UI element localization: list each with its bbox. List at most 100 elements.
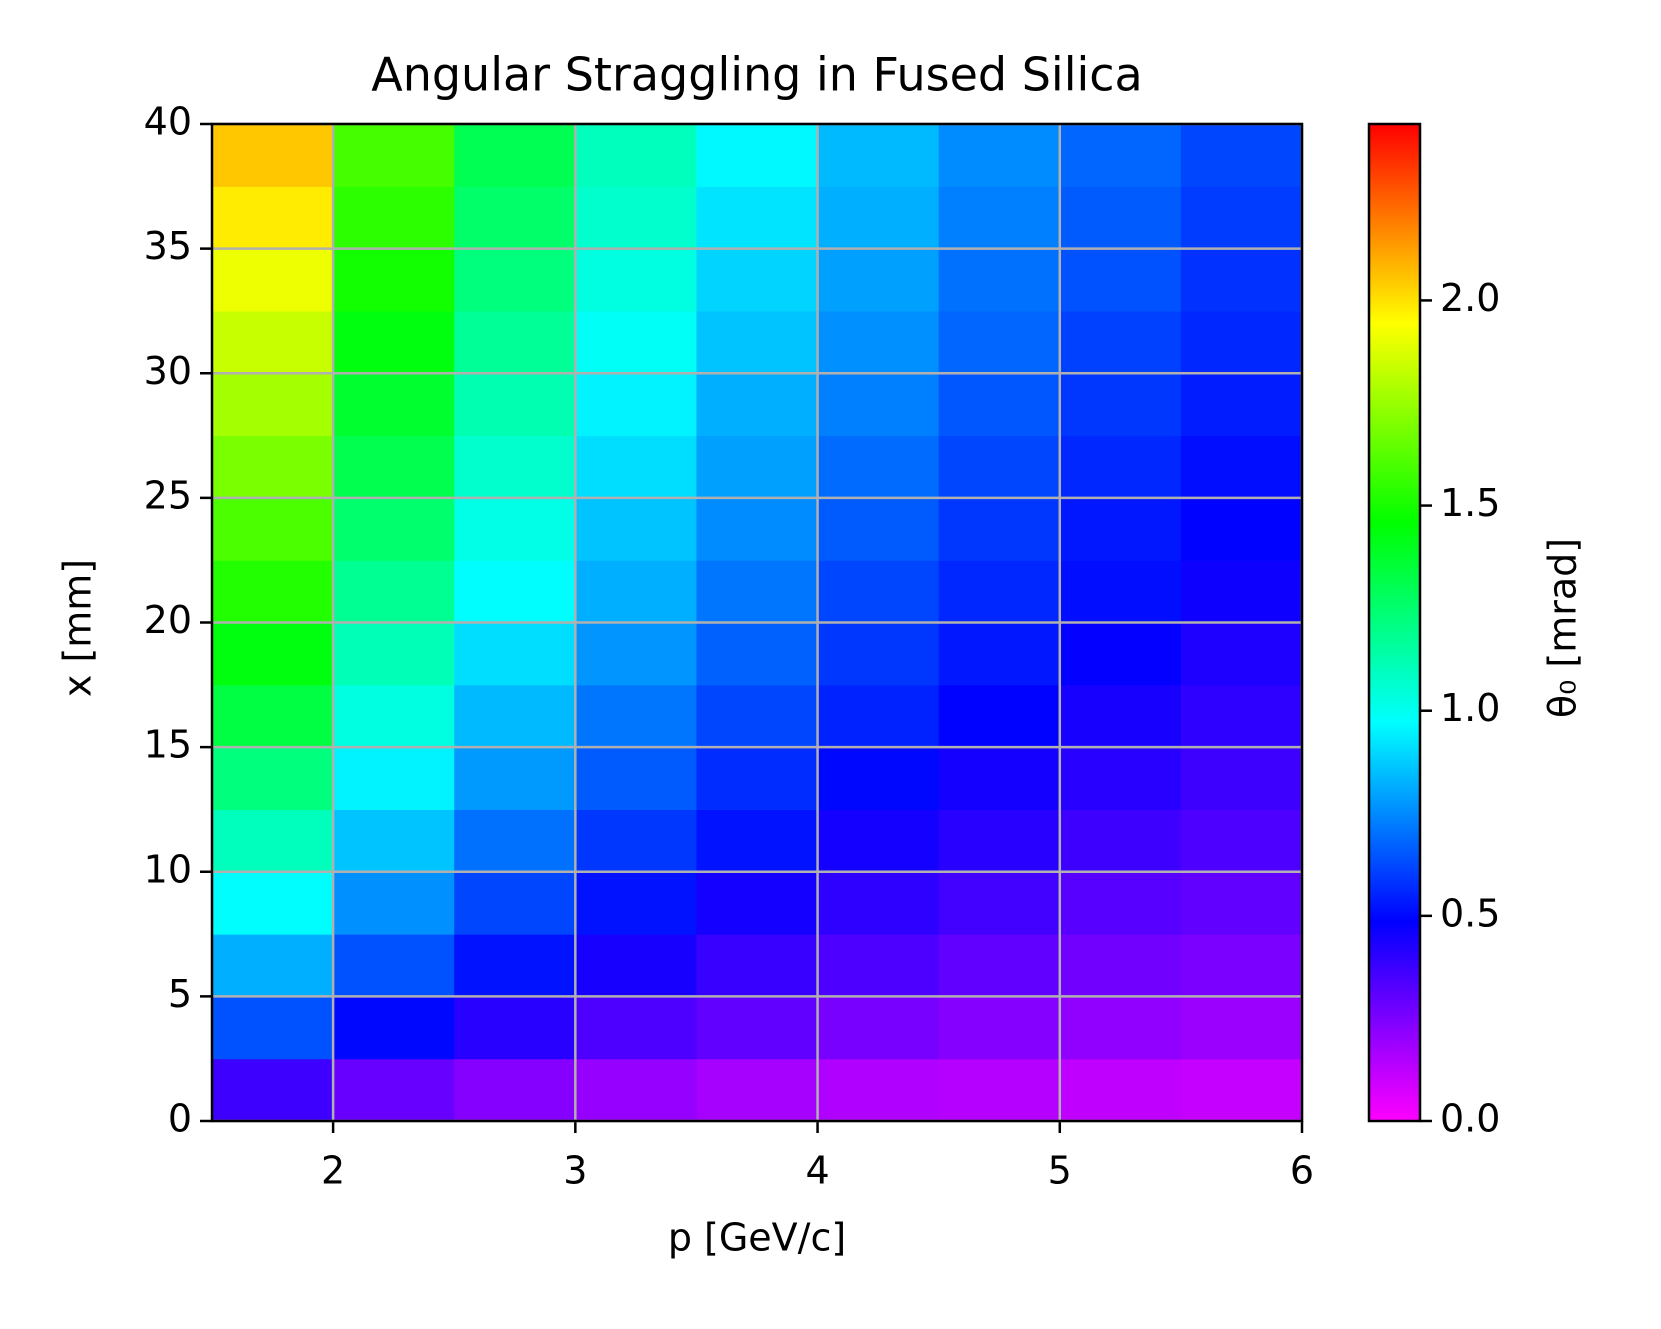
x-tick-label: 4: [805, 1149, 829, 1193]
y-axis-label: x [mm]: [56, 559, 100, 697]
heatmap-cell: [575, 684, 698, 748]
heatmap-cell: [938, 871, 1061, 935]
heatmap-cell: [938, 934, 1061, 997]
heatmap-cell: [575, 1058, 698, 1122]
heatmap-cell: [817, 871, 940, 935]
colorbar-label: θ₀ [mrad]: [1541, 538, 1585, 718]
heatmap-cell: [454, 809, 576, 873]
heatmap-cell: [1180, 186, 1303, 250]
y-tick-label: 35: [144, 224, 192, 268]
heatmap-cell: [454, 871, 576, 935]
heatmap-cell: [212, 809, 334, 873]
heatmap-cell: [817, 310, 940, 374]
heatmap-cell: [1180, 373, 1303, 437]
heatmap-cell: [333, 310, 455, 374]
heatmap-cell: [575, 186, 698, 250]
heatmap-cell: [333, 435, 455, 499]
heatmap-cell: [1180, 560, 1303, 624]
x-tick-label: 3: [563, 1149, 587, 1193]
heatmap-cell: [1180, 934, 1303, 997]
heatmap-cell: [817, 124, 940, 187]
heatmap-cell: [817, 560, 940, 624]
heatmap-cell: [1059, 747, 1182, 811]
heatmap-cell: [212, 435, 334, 499]
heatmap-cell: [1059, 435, 1182, 499]
heatmap-cell: [938, 124, 1061, 187]
heatmap-cell: [333, 497, 455, 561]
heatmap-cell: [696, 934, 819, 997]
colorbar-tick-label: 1.5: [1440, 481, 1500, 525]
heatmap-cell: [575, 435, 698, 499]
colorbar-tick-label: 2.0: [1440, 276, 1500, 320]
heatmap-cell: [817, 497, 940, 561]
heatmap-cell: [938, 560, 1061, 624]
heatmap-cell: [333, 248, 455, 312]
heatmap-cell: [212, 560, 334, 624]
heatmap-cell: [938, 497, 1061, 561]
heatmap-cell: [575, 497, 698, 561]
heatmap-cell: [1180, 996, 1303, 1060]
colorbar-tick-label: 0.0: [1440, 1097, 1500, 1141]
heatmap-cell: [212, 124, 334, 187]
heatmap-cell: [212, 373, 334, 437]
heatmap-cell: [454, 248, 576, 312]
heatmap-cell: [1059, 809, 1182, 873]
heatmap-cell: [696, 747, 819, 811]
heatmap-cell: [696, 560, 819, 624]
heatmap-cell: [575, 809, 698, 873]
y-tick-label: 10: [144, 847, 192, 891]
heatmap-cell: [212, 934, 334, 997]
heatmap-cell: [696, 435, 819, 499]
heatmap-cell: [817, 934, 940, 997]
x-tick-label: 5: [1048, 1149, 1072, 1193]
heatmap-cell: [817, 1058, 940, 1122]
y-tick-label: 30: [144, 349, 192, 393]
heatmap-cell: [696, 684, 819, 748]
plot-frame: [210, 122, 1304, 1123]
heatmap-cell: [1059, 622, 1182, 686]
heatmap-cell: [212, 186, 334, 250]
heatmap-cell: [696, 871, 819, 935]
heatmap-cell: [696, 809, 819, 873]
heatmap-cell: [1059, 248, 1182, 312]
heatmap-cell: [938, 1058, 1061, 1122]
heatmap-cell: [575, 310, 698, 374]
heatmap-cell: [333, 684, 455, 748]
heatmap-cell: [817, 435, 940, 499]
heatmap-cell: [575, 871, 698, 935]
heatmap-cell: [333, 186, 455, 250]
heatmap-cell: [1180, 124, 1303, 187]
heatmap-cell: [454, 560, 576, 624]
heatmap-cell: [454, 622, 576, 686]
colorbar: [1367, 122, 1422, 1123]
heatmap-cell: [1180, 310, 1303, 374]
heatmap-cell: [1059, 497, 1182, 561]
heatmap-cell: [938, 809, 1061, 873]
heatmap-cell: [212, 871, 334, 935]
heatmap-cell: [212, 497, 334, 561]
heatmap-cell: [575, 934, 698, 997]
heatmap-cell: [696, 124, 819, 187]
heatmap-cell: [1059, 560, 1182, 624]
y-tick-label: 40: [144, 100, 192, 144]
y-tick-label: 20: [144, 598, 192, 642]
heatmap-cell: [817, 996, 940, 1060]
heatmap-cell: [333, 747, 455, 811]
heatmap-cell: [938, 684, 1061, 748]
heatmap-cell: [696, 310, 819, 374]
heatmap-cell: [817, 248, 940, 312]
heatmap-cell: [454, 497, 576, 561]
heatmap-cell: [454, 934, 576, 997]
x-tick-label: 6: [1290, 1149, 1314, 1193]
y-tick-label: 0: [168, 1097, 192, 1141]
heatmap-cell: [212, 310, 334, 374]
heatmap-cell: [454, 996, 576, 1060]
heatmap-cell: [333, 373, 455, 437]
heatmap-cell: [212, 622, 334, 686]
heatmap-cell: [333, 996, 455, 1060]
heatmap-cell: [454, 124, 576, 187]
heatmap-cell: [1180, 1058, 1303, 1122]
heatmap-cell: [938, 373, 1061, 437]
heatmap-cell: [1059, 871, 1182, 935]
